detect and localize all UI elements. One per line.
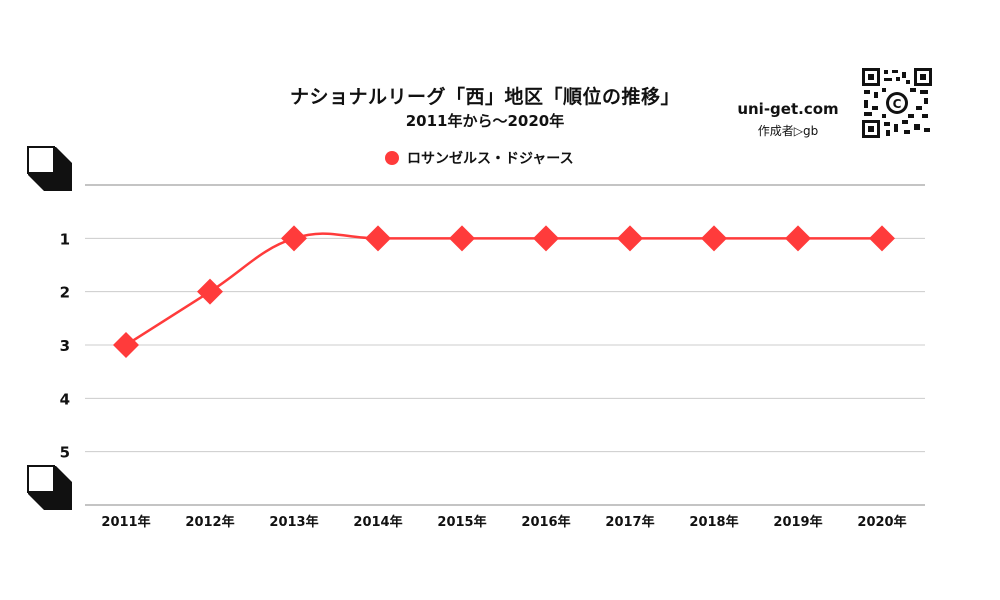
y-tick-label: 5 xyxy=(60,444,70,462)
legend: ロサンゼルス・ドジャース xyxy=(385,148,574,168)
x-tick-label: 2012年 xyxy=(185,514,234,530)
legend-dot xyxy=(385,151,399,165)
cube-decoration-bottom xyxy=(27,465,72,510)
data-point-marker xyxy=(197,278,223,305)
data-point-marker xyxy=(281,225,307,252)
qr-finder-bottom-left xyxy=(862,120,880,138)
data-point-marker xyxy=(533,225,559,252)
y-tick-label: 3 xyxy=(60,337,70,355)
series-points xyxy=(113,225,895,358)
y-axis: 1 2 3 4 5 xyxy=(60,230,70,461)
data-point-marker xyxy=(869,225,895,252)
data-point-marker xyxy=(365,225,391,252)
qr-finder-top-left xyxy=(862,68,880,86)
y-tick-label: 1 xyxy=(60,230,70,248)
x-tick-label: 2017年 xyxy=(605,514,654,530)
data-point-marker xyxy=(617,225,643,252)
series-line xyxy=(125,232,882,347)
chart-title: ナショナルリーグ「西」地区「順位の推移」 xyxy=(289,86,680,108)
x-tick-label: 2011年 xyxy=(101,514,150,530)
qr-modules xyxy=(864,70,930,136)
y-tick-label: 4 xyxy=(60,390,70,408)
qr-logo-letter: C xyxy=(893,97,902,111)
x-tick-label: 2020年 xyxy=(857,514,906,530)
x-tick-label: 2018年 xyxy=(689,514,738,530)
x-tick-label: 2016年 xyxy=(521,514,570,530)
chart-subtitle: 2011年から～2020年 xyxy=(405,112,565,130)
brand-author: 作成者▷gb xyxy=(757,124,819,138)
x-tick-label: 2014年 xyxy=(353,514,402,530)
brand-site: uni-get.com xyxy=(737,100,839,118)
data-point-marker xyxy=(113,332,139,358)
data-point-marker xyxy=(785,225,811,252)
y-tick-label: 2 xyxy=(60,284,70,302)
x-tick-label: 2015年 xyxy=(437,514,486,530)
x-tick-label: 2019年 xyxy=(773,514,822,530)
data-point-marker xyxy=(701,225,727,252)
x-axis: 2011年 2012年 2013年 2014年 2015年 2016年 2017年 2018年… xyxy=(101,514,906,530)
x-tick-label: 2013年 xyxy=(269,514,318,530)
legend-label: ロサンゼルス・ドジャース xyxy=(407,151,574,167)
qr-code: C xyxy=(862,68,932,138)
cube-decoration-top xyxy=(27,146,72,191)
qr-finder-top-right xyxy=(914,68,932,86)
data-point-marker xyxy=(449,225,475,252)
